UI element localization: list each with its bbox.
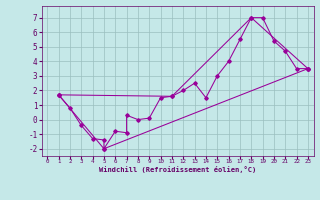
X-axis label: Windchill (Refroidissement éolien,°C): Windchill (Refroidissement éolien,°C) bbox=[99, 166, 256, 173]
